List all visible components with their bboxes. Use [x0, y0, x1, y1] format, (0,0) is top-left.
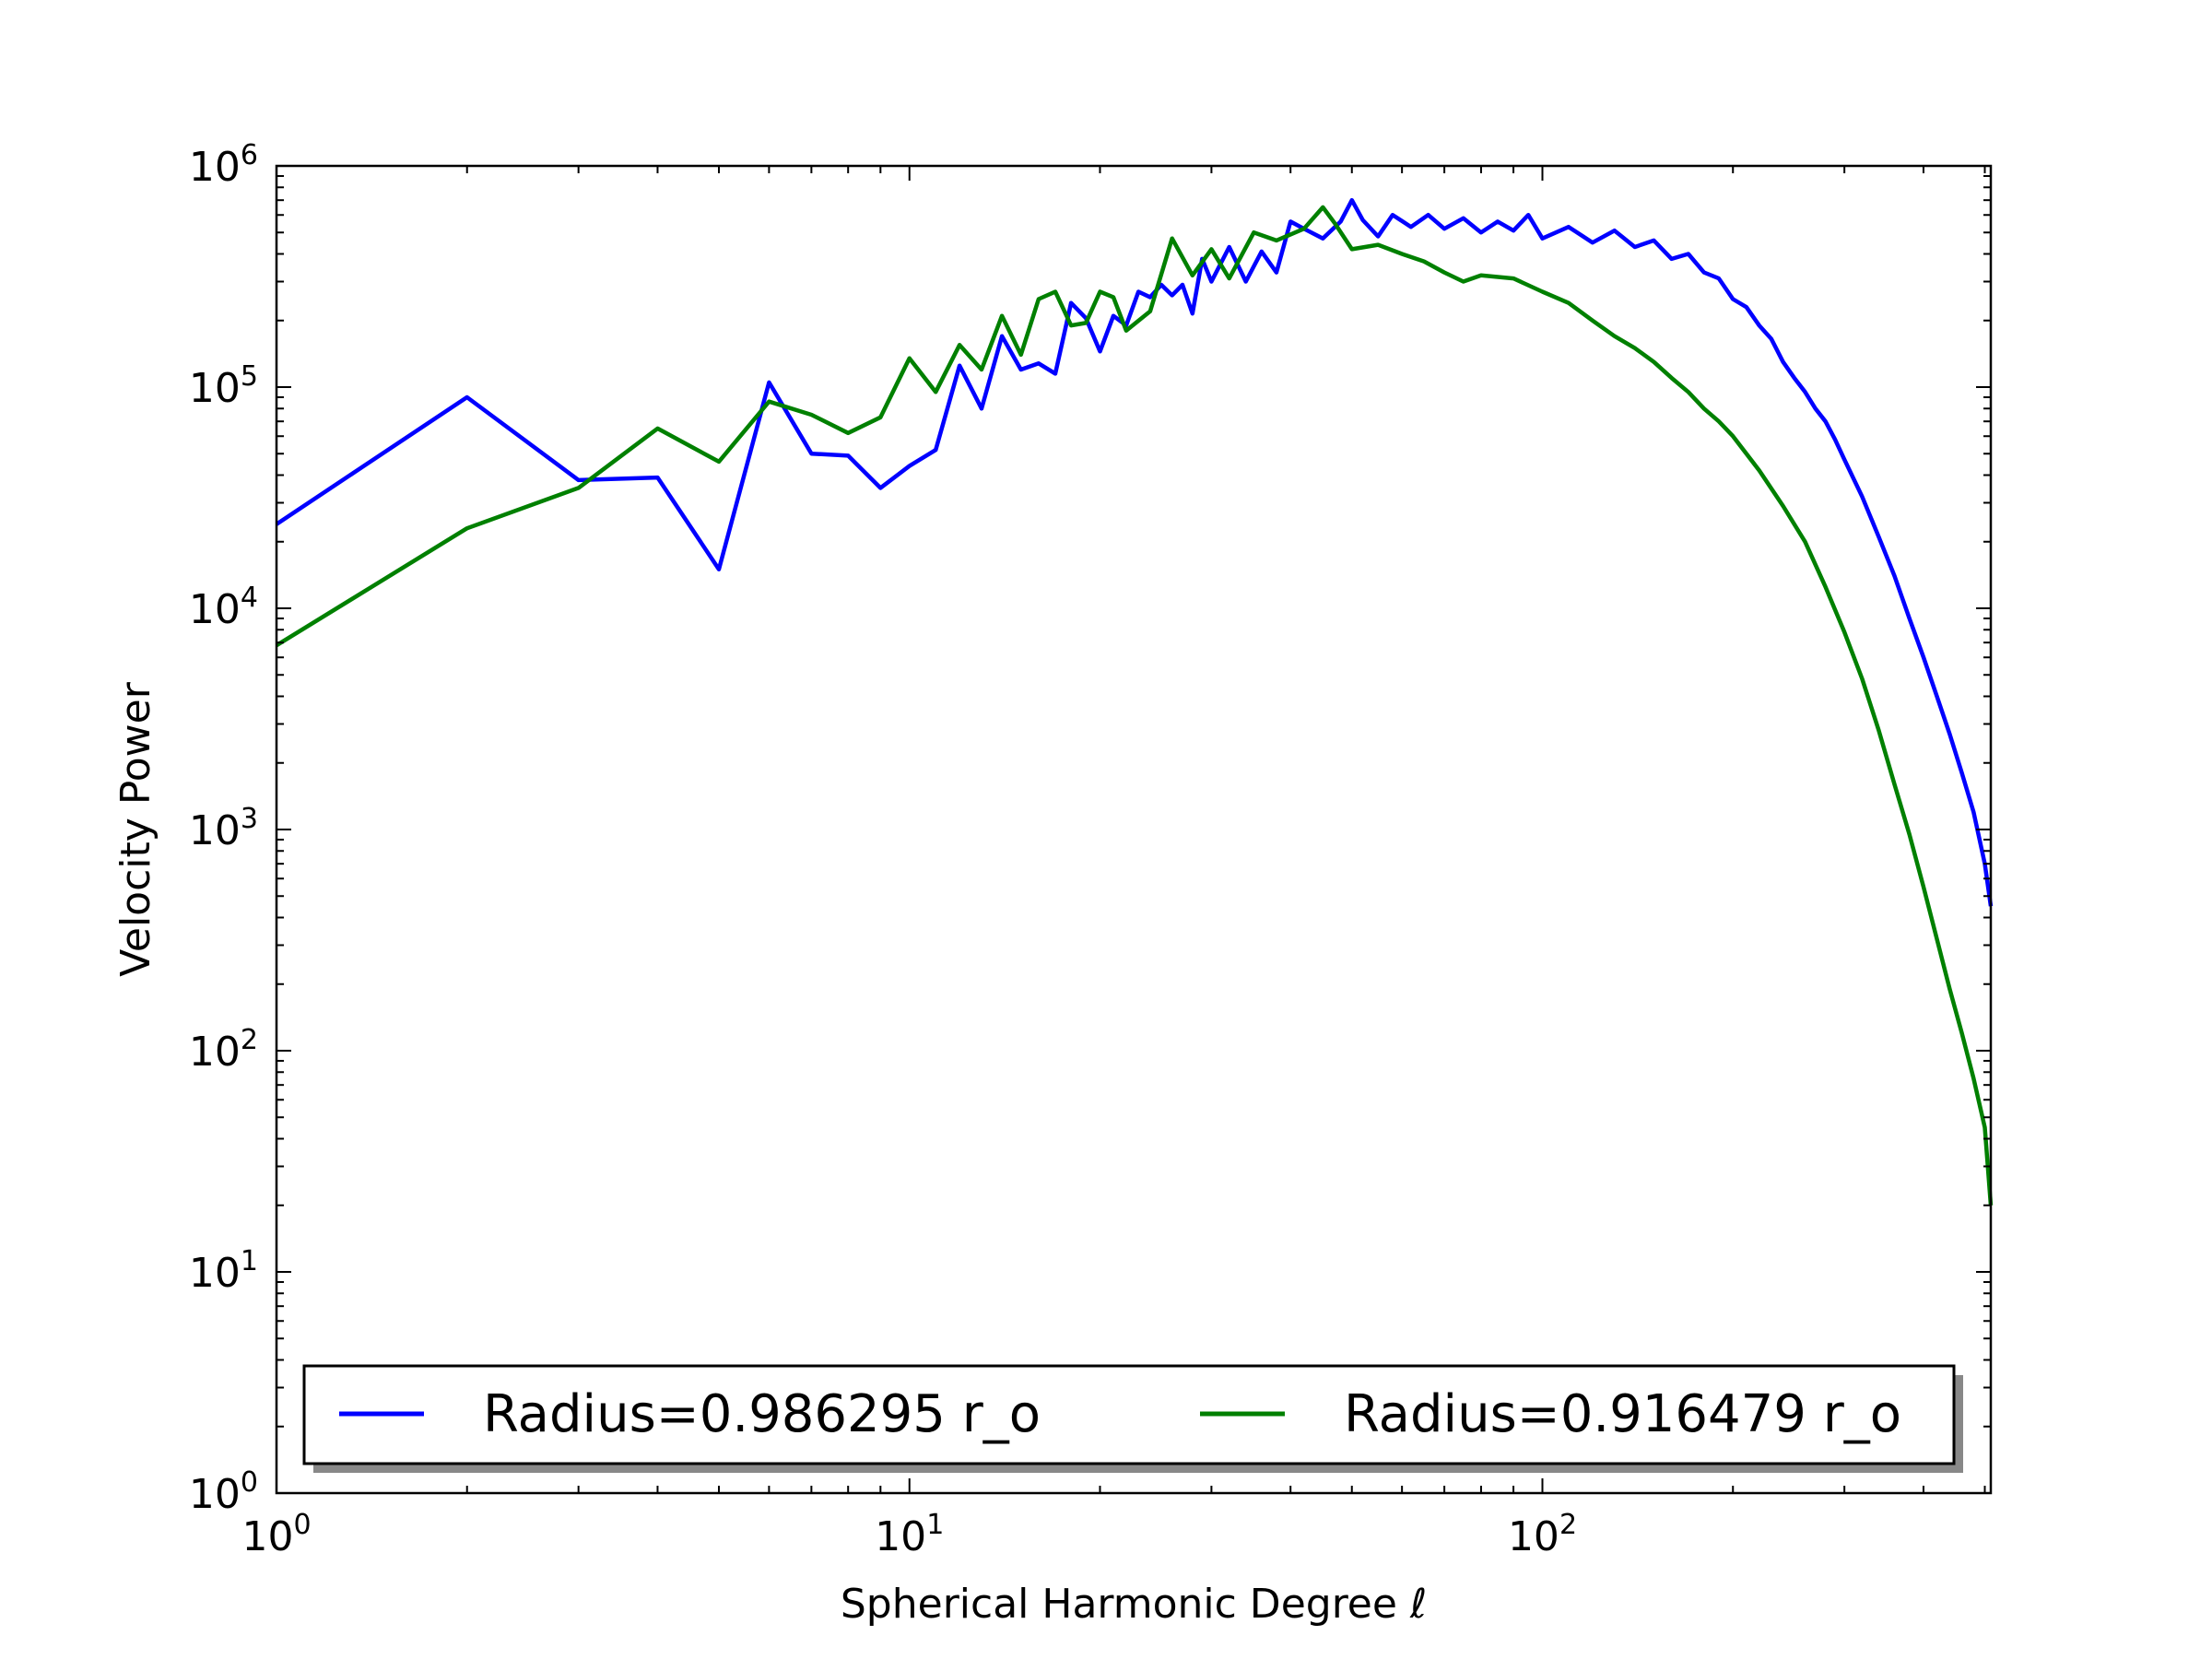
- legend-box: [302, 1364, 1956, 1465]
- x-tick-label: 101: [875, 1509, 944, 1560]
- legend-label-blue: Radius=0.986295 r_o: [483, 1384, 1041, 1444]
- y-tick-label: 103: [189, 803, 258, 854]
- series-line-1: [275, 205, 1994, 1206]
- tick-label-layer: 100 101 102 100 101 102 103 104 105 106: [189, 139, 1577, 1560]
- legend: Radius=0.986295 r_o Radius=0.916479 r_o: [302, 1364, 1963, 1473]
- x-tick-label: 100: [241, 1509, 311, 1560]
- y-tick-label: 105: [189, 360, 258, 412]
- x-axis-label: Spherical Harmonic Degree ℓ: [841, 1581, 1427, 1628]
- y-tick-label: 104: [189, 582, 258, 633]
- series-layer: [275, 197, 1994, 1206]
- tick-layer: [276, 165, 1991, 1494]
- y-tick-label: 106: [189, 139, 258, 191]
- y-axis-label: Velocity Power: [112, 681, 159, 977]
- x-tick-label: 102: [1508, 1509, 1577, 1560]
- y-tick-label: 102: [189, 1024, 258, 1076]
- y-tick-label: 101: [189, 1245, 258, 1297]
- plot-area-frame: [275, 164, 1993, 1495]
- series-line-0: [275, 197, 1994, 907]
- y-tick-label: 100: [189, 1466, 258, 1518]
- legend-label-green: Radius=0.916479 r_o: [1344, 1384, 1901, 1444]
